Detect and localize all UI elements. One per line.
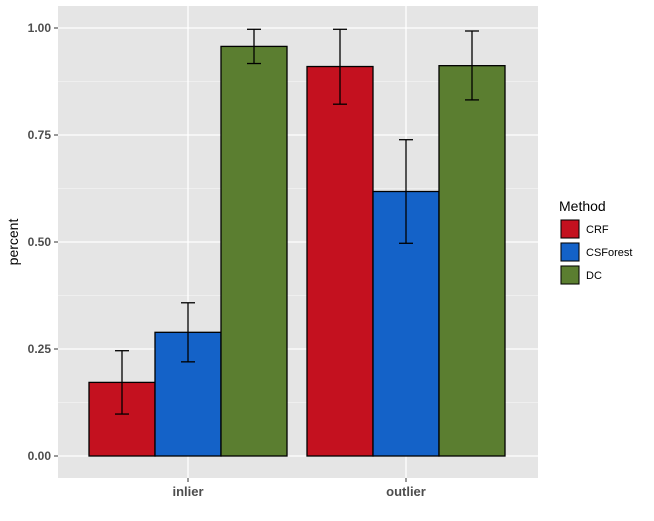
bar-crf-outlier [306, 65, 374, 457]
bar-dc-outlier [438, 65, 506, 457]
y-axis: 0.00 0.25 0.50 0.75 1.00 [28, 21, 58, 463]
legend: Method CRF CSForest DC [559, 198, 632, 285]
legend-label-csforest: CSForest [586, 247, 632, 259]
legend-swatch-dc [560, 265, 580, 285]
x-axis: inlier outlier [172, 478, 426, 499]
bar-dc-inlier [220, 45, 288, 457]
errorbar-layer [115, 28, 479, 415]
x-tick-label-inlier: inlier [172, 484, 203, 499]
legend-label-dc: DC [586, 270, 602, 282]
y-tick-label: 0.75 [28, 128, 52, 142]
y-tick-label: 0.50 [28, 235, 52, 249]
y-axis-label: percent [5, 219, 21, 266]
bars-layer [88, 45, 506, 457]
y-tick-label: 0.00 [28, 449, 52, 463]
x-tick-label-outlier: outlier [386, 484, 426, 499]
legend-title: Method [559, 198, 606, 214]
legend-swatch-crf [560, 219, 580, 239]
y-tick-label: 1.00 [28, 21, 52, 35]
y-tick-label: 0.25 [28, 342, 52, 356]
legend-label-crf: CRF [586, 224, 609, 236]
legend-swatch-csforest [560, 242, 580, 262]
